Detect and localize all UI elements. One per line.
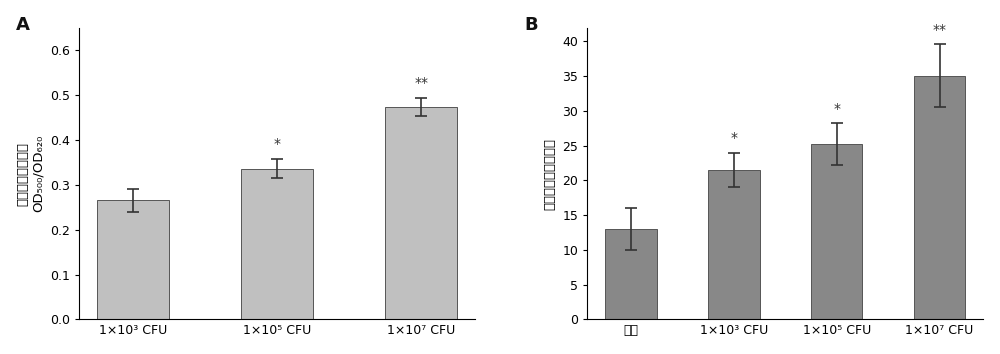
Text: *: * bbox=[274, 137, 281, 152]
Bar bbox=[241, 169, 313, 319]
Bar bbox=[97, 200, 169, 319]
Text: B: B bbox=[524, 16, 538, 34]
Bar bbox=[605, 229, 657, 319]
Bar bbox=[385, 107, 457, 319]
Y-axis label: 鲍鱼幼虫附着变态率: 鲍鱼幼虫附着变态率 bbox=[544, 137, 557, 210]
Text: *: * bbox=[833, 102, 840, 116]
Bar bbox=[914, 75, 965, 319]
Text: *: * bbox=[730, 131, 737, 145]
Text: A: A bbox=[16, 16, 30, 34]
Text: **: ** bbox=[414, 76, 428, 90]
Bar bbox=[811, 144, 862, 319]
Text: **: ** bbox=[933, 23, 947, 37]
Y-axis label: 生物被膜形成能力
OD₅₀₀/OD₆₂₀: 生物被膜形成能力 OD₅₀₀/OD₆₂₀ bbox=[17, 135, 45, 212]
Bar bbox=[708, 170, 760, 319]
